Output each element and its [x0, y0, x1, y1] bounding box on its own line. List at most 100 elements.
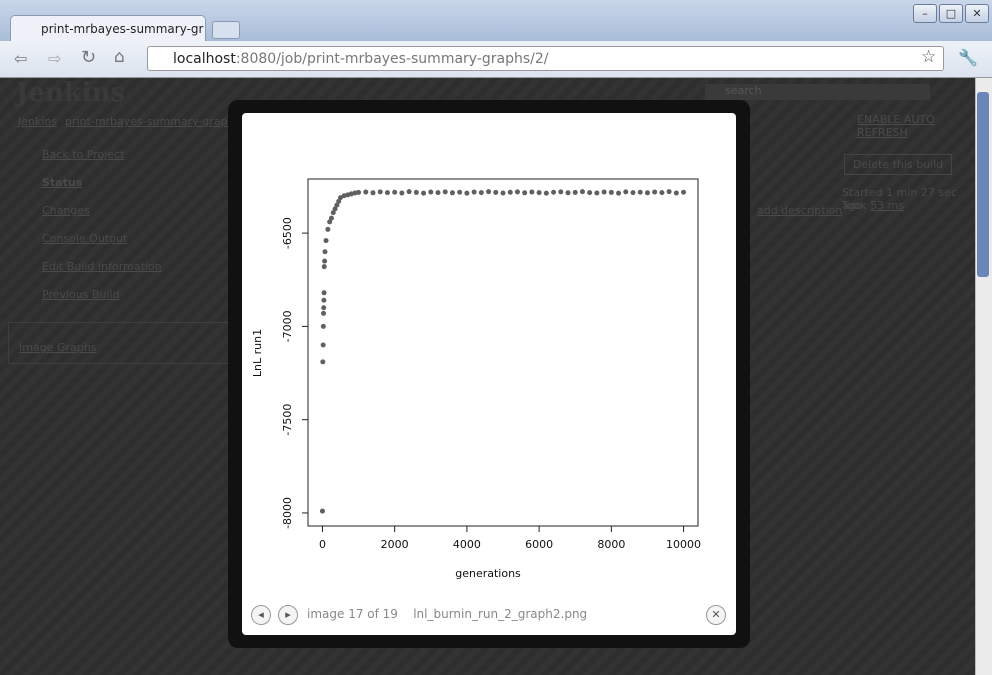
point	[478, 190, 484, 196]
point	[616, 190, 622, 196]
point	[594, 190, 600, 196]
point	[399, 190, 405, 196]
image-filename: lnl_burnin_run_2_graph2.png	[413, 607, 588, 621]
y-tick-label: -7500	[281, 404, 294, 436]
took-text: Took	[842, 199, 867, 212]
bookmark-star[interactable]: ☆	[921, 47, 937, 67]
point	[449, 190, 455, 196]
point	[493, 189, 499, 195]
menu-link[interactable]: Previous Build	[42, 288, 120, 301]
point	[321, 310, 327, 316]
breadcrumb[interactable]: Jenkins	[18, 115, 58, 128]
point	[332, 206, 338, 212]
point	[321, 305, 327, 311]
lightbox: generations LnL run1 0 2000 4000 6000 8000 10…	[242, 113, 736, 635]
point	[565, 190, 571, 196]
point	[652, 189, 658, 195]
search-box[interactable]: search	[705, 84, 930, 100]
chart: generations LnL run1 0 2000 4000 6000 8000 10…	[251, 178, 701, 580]
point	[334, 202, 340, 208]
point	[320, 323, 326, 329]
maximize-button[interactable]: □	[939, 4, 963, 23]
point	[623, 189, 629, 195]
point	[601, 189, 607, 195]
close-window-button[interactable]: ✕	[965, 4, 989, 23]
breadcrumb[interactable]: print-mrbayes-summary-graphs	[65, 115, 241, 128]
point	[336, 198, 342, 204]
menu-link[interactable]: Back to Project	[42, 148, 125, 161]
image-counter: image 17 of 19	[307, 607, 398, 621]
point	[681, 189, 687, 195]
point	[457, 189, 463, 195]
auto-refresh-link[interactable]: ENABLE AUTO REFRESH	[857, 113, 935, 139]
scrollbar-thumb[interactable]	[977, 92, 989, 277]
point	[551, 189, 557, 195]
point	[322, 258, 328, 264]
point	[321, 297, 327, 303]
started-text: Started 1 min 27 sec ago	[842, 186, 957, 212]
point	[522, 190, 528, 196]
home-button[interactable]: ⌂	[114, 47, 125, 67]
previous-image-button[interactable]: ◂	[251, 605, 271, 625]
point	[392, 189, 398, 195]
point	[321, 264, 327, 270]
x-tick-label: 10000	[666, 538, 701, 551]
x-tick-label: 2000	[381, 538, 409, 551]
tab[interactable]: print-mrbayes-summary-gr	[10, 15, 206, 41]
menu-link[interactable]: Console Output	[42, 232, 128, 245]
point	[471, 189, 477, 195]
reload-button[interactable]: ↻	[81, 47, 97, 68]
delete-build-button[interactable]: Delete this build	[844, 154, 953, 175]
point	[363, 189, 369, 195]
took-link[interactable]: 53 ms	[870, 199, 905, 212]
jenkins-logo: Jenkins	[16, 78, 126, 108]
point	[659, 190, 665, 196]
point	[666, 189, 672, 195]
menu-link[interactable]: Status	[42, 176, 83, 189]
menu-link[interactable]: Edit Build Information	[42, 260, 162, 273]
side-box: Image Graphs	[8, 322, 230, 364]
x-axis-label: generations	[455, 567, 521, 580]
next-image-button[interactable]: ▸	[278, 605, 298, 625]
point	[435, 190, 441, 196]
point	[322, 249, 328, 255]
point	[529, 189, 535, 195]
close-lightbox-button[interactable]: ✕	[706, 605, 726, 625]
caption: image 17 of 19 lnl_burnin_run_2_graph2.p…	[307, 607, 587, 621]
point	[320, 359, 326, 365]
point	[442, 189, 448, 195]
point	[536, 190, 542, 196]
point	[406, 189, 412, 195]
point	[320, 342, 326, 348]
new-tab-button[interactable]	[212, 21, 240, 39]
point	[587, 190, 593, 196]
point	[428, 189, 434, 195]
back-button[interactable]: ⇦	[14, 49, 28, 68]
point	[319, 508, 325, 514]
settings-wrench[interactable]: 🔧	[958, 48, 978, 67]
point	[327, 219, 333, 225]
point	[543, 190, 549, 196]
y-tick-label: -6500	[281, 217, 294, 249]
y-axis-label: LnL run1	[251, 329, 264, 377]
point	[500, 190, 506, 196]
point	[644, 190, 650, 196]
url-host: localhost	[173, 51, 236, 67]
point	[579, 189, 585, 195]
point	[421, 190, 427, 196]
point	[514, 189, 520, 195]
menu-link[interactable]: Changes	[42, 204, 90, 217]
point	[572, 189, 578, 195]
x-tick-label: 6000	[525, 538, 553, 551]
point	[377, 189, 383, 195]
point	[507, 189, 513, 195]
minimize-button[interactable]: –	[913, 4, 937, 23]
point	[637, 189, 643, 195]
add-description-link[interactable]: add description	[757, 204, 843, 217]
y-tick-label: -7000	[281, 310, 294, 342]
address-bar[interactable]: localhost:8080/job/print-mrbayes-summary…	[147, 46, 944, 71]
point	[356, 189, 362, 195]
side-box-link[interactable]: Image Graphs	[19, 341, 97, 354]
forward-button[interactable]: ⇨	[48, 49, 62, 68]
